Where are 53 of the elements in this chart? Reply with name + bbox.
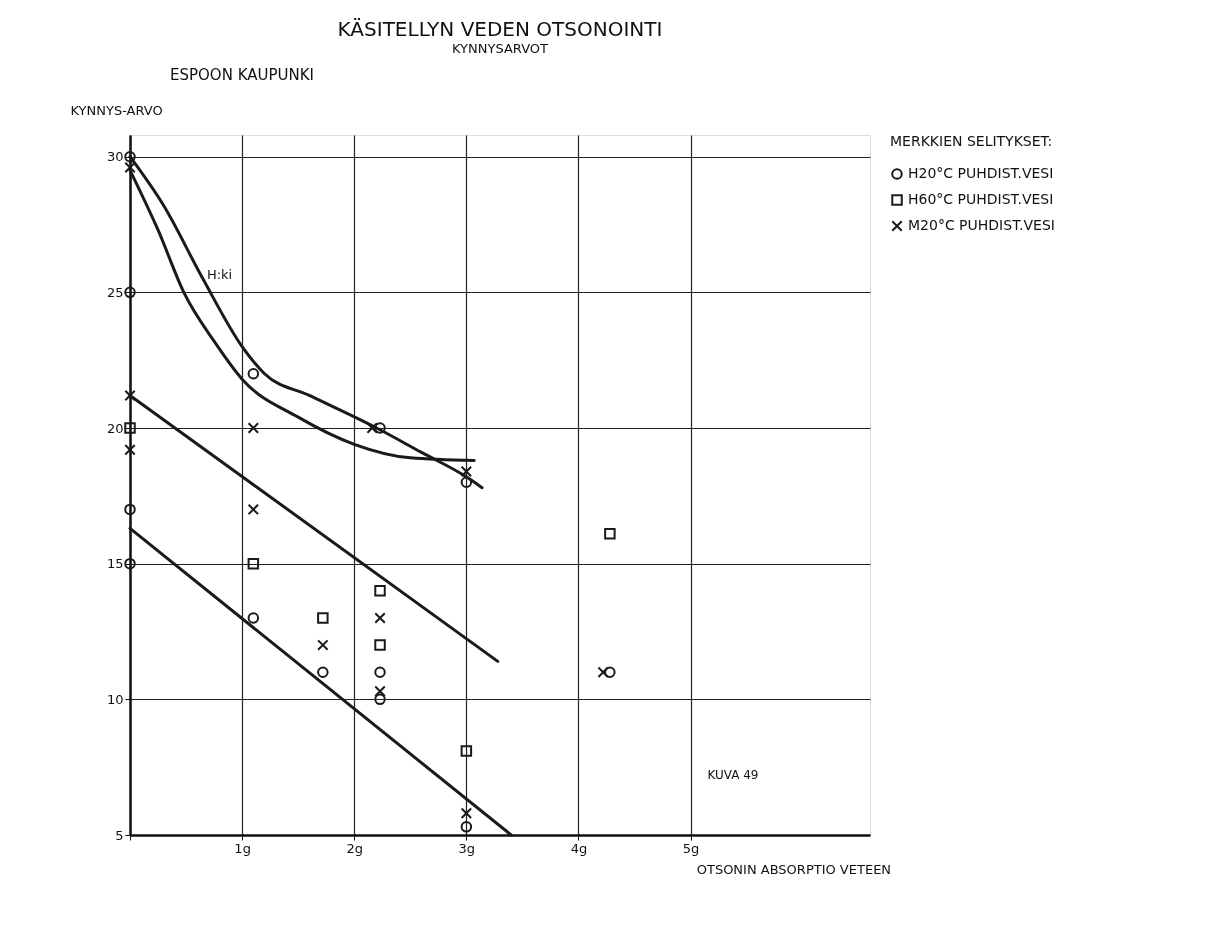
point [124, 443, 136, 456]
legend-label: H20°C PUHDIST.VESI [908, 165, 1054, 181]
point [604, 528, 616, 540]
point [247, 557, 260, 570]
point [597, 666, 609, 678]
point [460, 745, 473, 757]
legend-title: MERKKIEN SELITYKSET: [890, 133, 1053, 149]
legend-label: M20°C PUHDIST.VESI [908, 217, 1055, 233]
annotation: H:ki [206, 266, 233, 282]
point [317, 639, 329, 651]
point [247, 422, 260, 434]
x-tick-label: 5g [682, 840, 700, 856]
point [247, 612, 260, 624]
chart-title: KÄSITELLYN VEDEN OTSONOINTI [337, 17, 663, 41]
point [460, 476, 473, 489]
y-tick-label: 10 [106, 691, 124, 707]
point [374, 585, 386, 597]
annotation: KUVA 49 [707, 768, 759, 782]
point [374, 685, 386, 697]
x-tick-label: 3g [458, 840, 476, 856]
x-axis-title: OTSONIN ABSORPTIO VETEEN [696, 861, 892, 877]
point [604, 666, 616, 678]
x-tick-label: 4g [570, 840, 588, 856]
y-tick-label: 30 [106, 149, 124, 165]
point [374, 666, 386, 678]
point [460, 807, 473, 820]
x-tick-label: 1g [234, 840, 251, 856]
point [374, 422, 386, 434]
x-tick-label: 2g [346, 840, 364, 856]
point [460, 821, 473, 833]
point [124, 422, 136, 434]
y-tick-label: 20 [106, 420, 124, 436]
point [124, 150, 136, 163]
point [124, 161, 136, 174]
y-tick-label: 15 [106, 556, 124, 572]
y-tick-label: 25 [106, 284, 124, 300]
point [374, 693, 386, 706]
y-axis-title: KYNNYS-ARVO [70, 102, 163, 118]
point [317, 666, 329, 678]
chart-subtitle: KYNNYSARVOT [452, 41, 549, 56]
point [374, 639, 386, 651]
point [317, 612, 329, 624]
point [124, 557, 136, 570]
point [366, 422, 378, 434]
point [460, 465, 473, 478]
point [124, 503, 136, 516]
y-tick-label: 5 [115, 827, 124, 843]
text: ESPOON KAUPUNKI [170, 66, 314, 84]
point [124, 286, 136, 299]
point [247, 503, 260, 516]
legend-label: H60°C PUHDIST.VESI [908, 191, 1054, 207]
point [374, 612, 386, 624]
point [247, 368, 260, 380]
